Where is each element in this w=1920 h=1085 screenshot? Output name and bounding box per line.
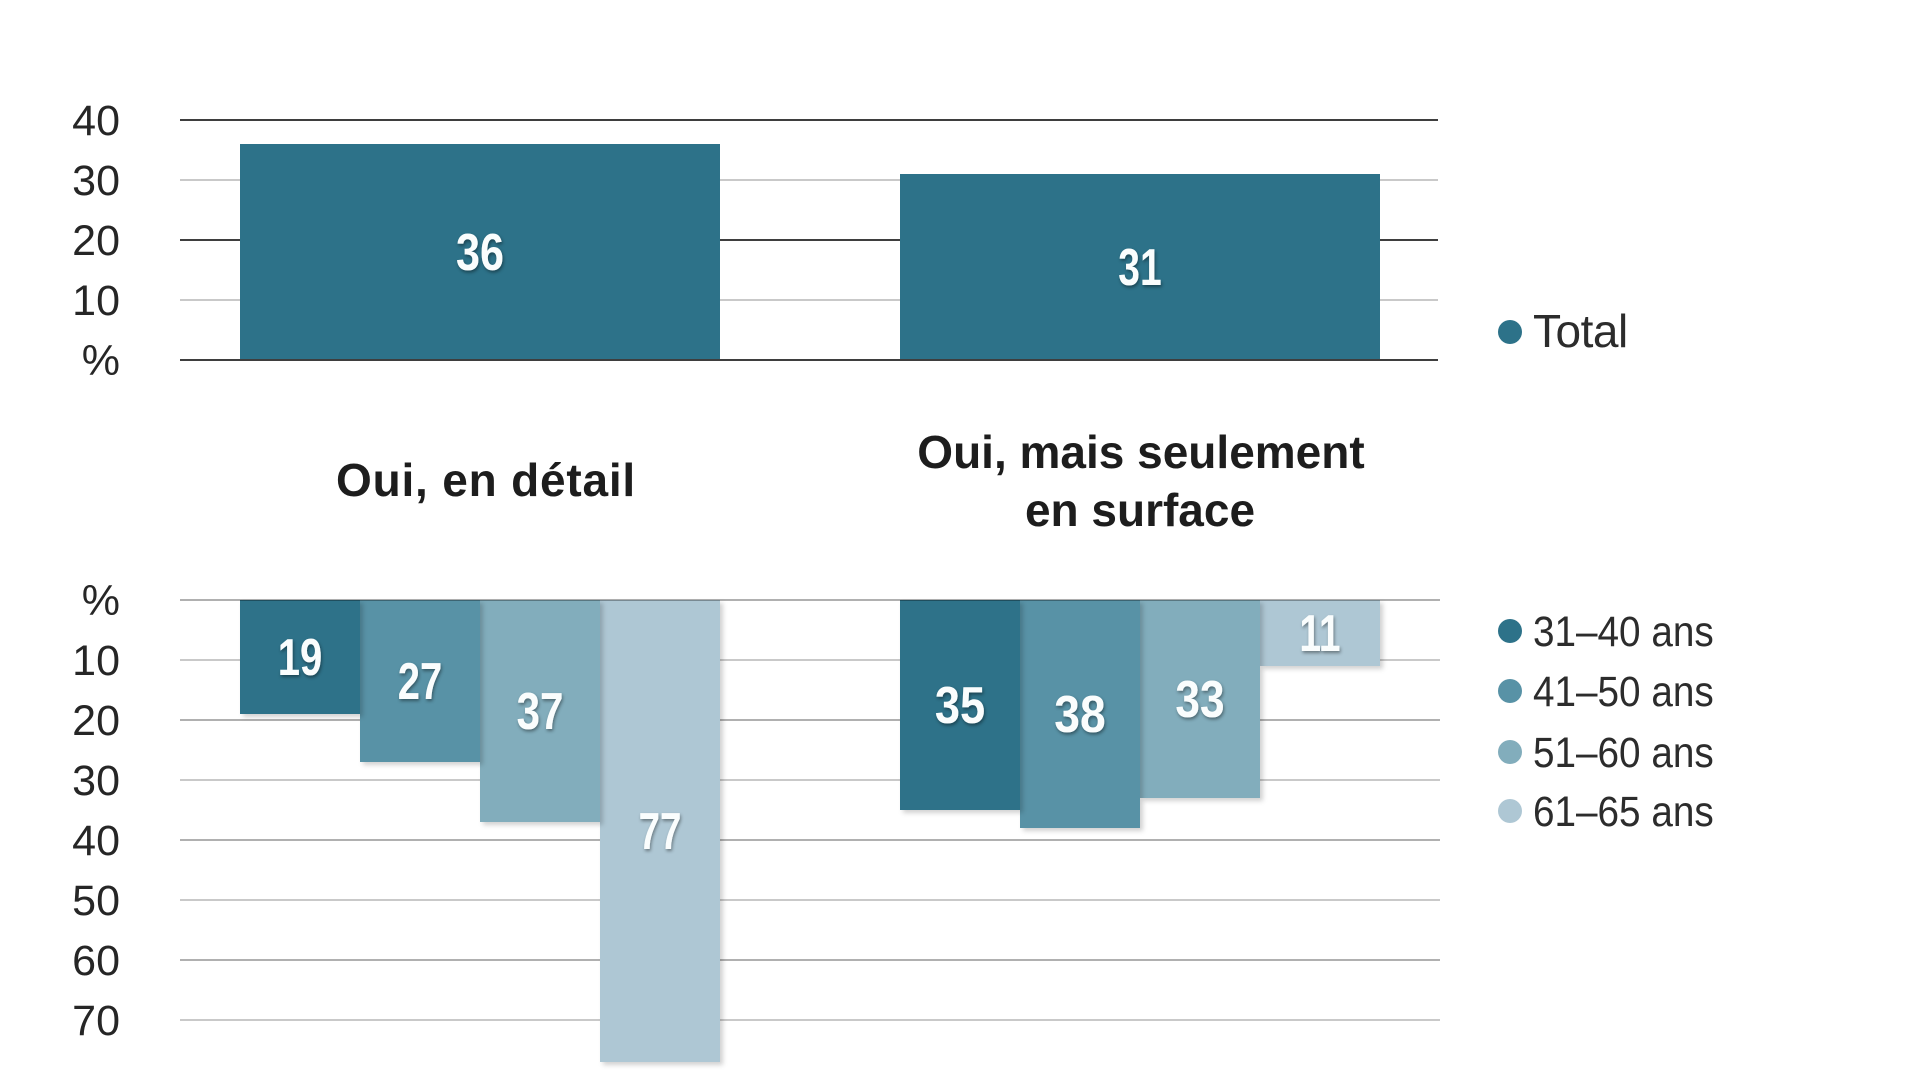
svg-text:60: 60 <box>72 937 120 985</box>
svg-text:20: 20 <box>72 697 120 745</box>
svg-text:33: 33 <box>1175 671 1224 729</box>
svg-text:51–60 ans: 51–60 ans <box>1533 728 1714 776</box>
svg-text:36: 36 <box>456 224 504 282</box>
svg-text:11: 11 <box>1299 603 1340 662</box>
svg-text:27: 27 <box>398 652 443 710</box>
svg-text:Total: Total <box>1533 305 1628 357</box>
svg-text:35: 35 <box>935 677 985 735</box>
svg-text:%: % <box>82 337 120 385</box>
svg-text:37: 37 <box>517 683 564 741</box>
svg-text:61–65 ans: 61–65 ans <box>1533 787 1714 835</box>
svg-text:10: 10 <box>72 637 120 685</box>
svg-text:31–40 ans: 31–40 ans <box>1533 607 1714 655</box>
svg-text:40: 40 <box>72 817 120 865</box>
svg-text:30: 30 <box>72 757 120 805</box>
svg-text:77: 77 <box>639 802 682 860</box>
svg-text:38: 38 <box>1054 686 1105 744</box>
svg-text:%: % <box>82 577 120 625</box>
svg-text:31: 31 <box>1118 237 1161 296</box>
svg-text:50: 50 <box>72 877 120 925</box>
svg-text:19: 19 <box>278 628 323 686</box>
svg-text:Oui, en détail: Oui, en détail <box>336 454 636 506</box>
svg-text:41–50 ans: 41–50 ans <box>1533 667 1714 715</box>
svg-text:Oui, mais seulement: Oui, mais seulement <box>917 426 1364 478</box>
svg-text:40: 40 <box>72 97 120 145</box>
svg-text:20: 20 <box>72 217 120 265</box>
svg-text:en surface: en surface <box>1025 484 1255 536</box>
svg-text:70: 70 <box>72 997 120 1045</box>
svg-text:10: 10 <box>72 277 120 325</box>
svg-text:30: 30 <box>72 157 120 205</box>
